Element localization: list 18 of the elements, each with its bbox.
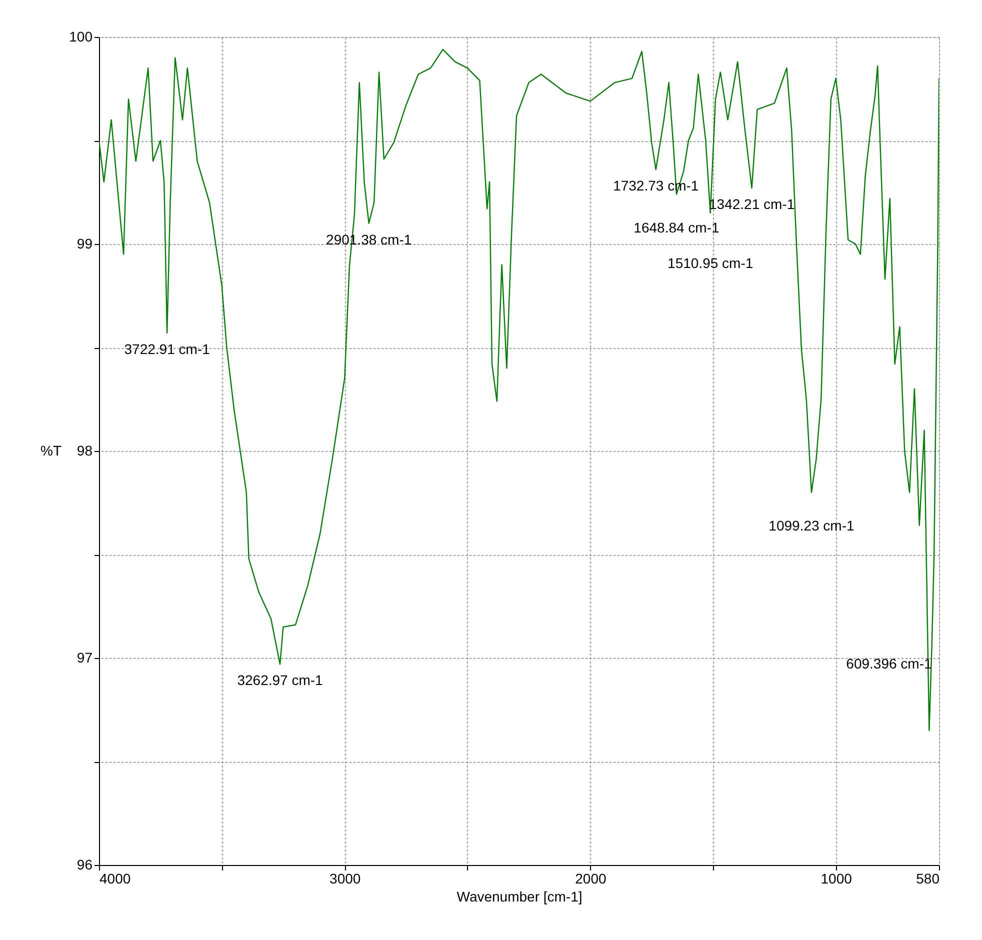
y-axis-title: %T xyxy=(40,442,62,458)
y-tick-label: 100 xyxy=(69,28,93,44)
annotation: 1510.95 cm-1 xyxy=(668,254,754,271)
y-tick-label: 97 xyxy=(76,650,93,666)
x-axis-title: Wavenumber [cm-1] xyxy=(456,888,582,904)
x-tick-label: 3000 xyxy=(330,870,361,886)
y-tick-label: 99 xyxy=(76,236,93,252)
x-tick-label: 580 xyxy=(916,870,940,886)
x-tick-label: 1000 xyxy=(820,870,852,886)
x-tick-label: 2000 xyxy=(575,870,607,886)
y-tick-label: 96 xyxy=(76,856,93,872)
annotation: 1099.23 cm-1 xyxy=(768,517,854,534)
x-tick-label: 4000 xyxy=(100,870,131,886)
annotation: 3722.91 cm-1 xyxy=(124,341,210,358)
y-tick-label: 98 xyxy=(76,442,93,458)
annotation: 1648.84 cm-1 xyxy=(634,219,720,236)
line-series xyxy=(99,48,939,732)
annotation: 3262.97 cm-1 xyxy=(237,672,324,688)
